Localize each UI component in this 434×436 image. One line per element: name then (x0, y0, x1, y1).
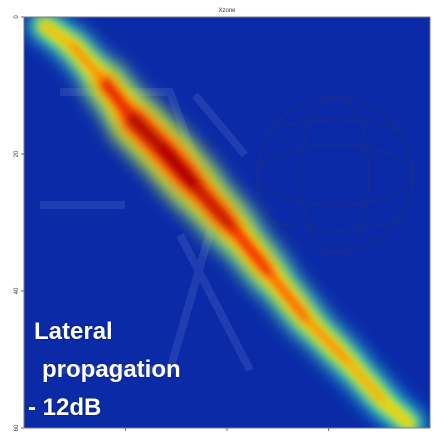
y-tick-label: 20 (14, 150, 20, 157)
intensity-band-core (41, 22, 413, 427)
globe-watermark-icon (256, 96, 414, 254)
annotation-line-3: - 12dB (28, 394, 102, 421)
y-tick-label: 40 (14, 287, 20, 294)
core-band-segment (382, 400, 413, 427)
y-tick-label: 0 (14, 15, 20, 19)
core-band-segment (304, 317, 353, 366)
core-band-segment (159, 145, 206, 197)
core-band-segment (69, 42, 109, 87)
core-band-segment (345, 359, 389, 407)
core-band-segment (99, 77, 139, 126)
annotation-line-2: propagation (42, 356, 181, 383)
core-band-segment (230, 225, 277, 281)
annotation-line-1: Lateral (34, 318, 113, 345)
chart-title: Xzone (218, 8, 236, 14)
y-axis-ticks: 0 20 40 60 (14, 15, 24, 431)
core-band-segment (41, 22, 76, 49)
y-tick-label: 60 (14, 424, 20, 431)
x-axis-ticks (125, 428, 329, 431)
core-band-segment (192, 183, 242, 237)
core-band-segment (267, 271, 313, 326)
core-band-segment (126, 113, 173, 160)
